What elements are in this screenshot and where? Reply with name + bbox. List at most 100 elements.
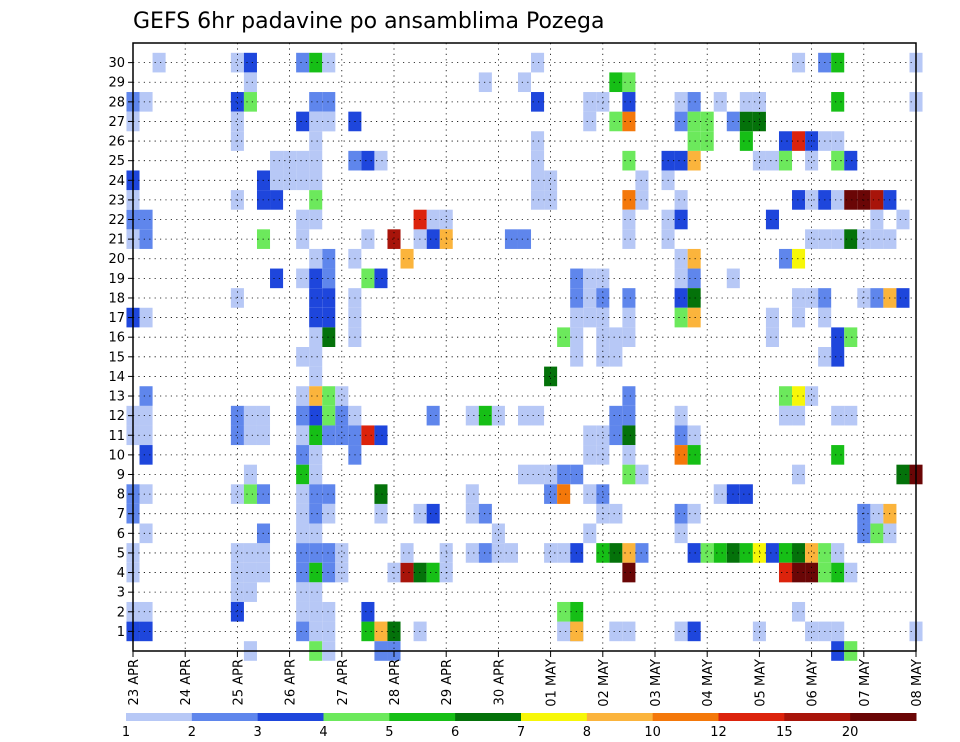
heat-cell — [792, 52, 806, 73]
heat-cell — [544, 170, 558, 191]
legend-label: 8 — [583, 725, 591, 740]
heat-cell — [622, 150, 636, 171]
heat-cell — [596, 307, 610, 328]
heat-cell — [778, 386, 793, 406]
heat-cell — [765, 307, 779, 328]
heat-cell — [243, 92, 257, 112]
heat-cell — [583, 92, 597, 112]
heat-cell — [387, 621, 401, 642]
y-tick-label: 12 — [108, 409, 125, 424]
legend-label: 5 — [385, 725, 393, 740]
legend-label: 4 — [319, 725, 327, 740]
y-tick-label: 5 — [117, 546, 125, 561]
heat-cell — [139, 601, 153, 622]
heat-cell — [870, 190, 884, 210]
heat-cell — [322, 248, 336, 269]
heat-cell — [583, 288, 597, 308]
x-tick-label: 29 APR — [440, 659, 455, 705]
heat-cell — [361, 601, 375, 622]
heat-cell — [230, 601, 244, 622]
x-axis: 23 APR 24 APR 25 APR 26 APR 27 APR 28 APR 29 A… — [127, 651, 925, 707]
heat-cell — [583, 425, 597, 446]
heat-cell — [478, 543, 492, 563]
heat-cell — [531, 131, 545, 151]
heat-cell — [687, 92, 701, 112]
heat-cell — [596, 268, 610, 289]
heat-cell — [674, 268, 688, 289]
heat-cell — [557, 464, 571, 485]
heat-cell — [805, 621, 819, 642]
heat-cell — [139, 307, 153, 328]
heat-cell — [531, 405, 545, 426]
heat-cell — [309, 131, 323, 151]
heat-cell — [739, 131, 753, 151]
heat-cell — [309, 621, 323, 642]
heat-cell — [622, 92, 636, 112]
heat-cell — [805, 543, 819, 563]
heat-cell — [243, 72, 257, 93]
heat-cell — [792, 543, 806, 563]
heat-cell — [296, 268, 310, 289]
heat-cell — [713, 543, 727, 563]
heat-cell — [296, 229, 310, 249]
heat-cell — [296, 562, 310, 583]
heat-cell — [335, 386, 349, 406]
heat-cell — [792, 288, 806, 308]
y-tick-label: 6 — [117, 527, 125, 542]
heat-cell — [557, 484, 571, 504]
heat-cell — [831, 347, 845, 367]
heat-cell — [309, 523, 323, 544]
heat-cell — [896, 209, 910, 230]
y-tick-label: 30 — [108, 56, 125, 71]
heat-cell — [426, 229, 440, 249]
heat-cell — [139, 405, 153, 426]
legend-label: 2 — [188, 725, 196, 740]
legend-swatch — [586, 713, 654, 721]
heat-cell — [609, 425, 623, 446]
heat-cell — [309, 347, 323, 367]
heat-cell — [609, 405, 623, 426]
heat-cell — [309, 170, 323, 191]
heat-cell — [309, 268, 323, 289]
heat-cell — [609, 621, 623, 642]
grid-layer — [133, 43, 916, 651]
heat-cell — [687, 111, 701, 132]
heat-cell — [465, 405, 479, 426]
x-tick-label: 05 MAY — [753, 659, 768, 707]
heat-cell — [583, 307, 597, 328]
heat-cell — [478, 503, 492, 524]
heat-cell — [230, 484, 244, 504]
y-tick-label: 16 — [108, 331, 125, 346]
x-tick-label: 25 APR — [231, 659, 246, 705]
heat-cell — [792, 307, 806, 328]
heat-cell — [739, 484, 753, 504]
legend-swatch — [455, 713, 522, 721]
heat-cell — [792, 190, 806, 210]
heat-cell — [622, 464, 636, 485]
y-tick-label: 15 — [108, 350, 125, 365]
y-tick-label: 24 — [108, 174, 125, 189]
heat-cell — [296, 52, 310, 73]
heat-cell — [674, 111, 688, 132]
heat-cell — [309, 582, 323, 602]
heat-cell — [778, 405, 793, 426]
heat-cell — [374, 484, 388, 504]
heat-cell — [478, 405, 492, 426]
legend-label: 3 — [254, 725, 262, 740]
y-tick-label: 28 — [108, 95, 125, 110]
heat-cell — [335, 543, 349, 563]
heat-cell — [230, 582, 244, 602]
heat-cell — [309, 248, 323, 269]
heat-cell — [896, 464, 910, 485]
heat-cell — [322, 92, 336, 112]
heat-cell — [687, 307, 701, 328]
heat-cell — [322, 327, 336, 347]
heat-cell — [139, 209, 153, 230]
heat-cell — [243, 543, 257, 563]
heat-cell — [139, 92, 153, 112]
heat-cell — [635, 543, 649, 563]
heat-cell — [700, 543, 714, 563]
y-tick-label: 2 — [117, 605, 125, 620]
x-tick-label: 02 MAY — [597, 659, 612, 707]
heat-cell — [596, 543, 610, 563]
